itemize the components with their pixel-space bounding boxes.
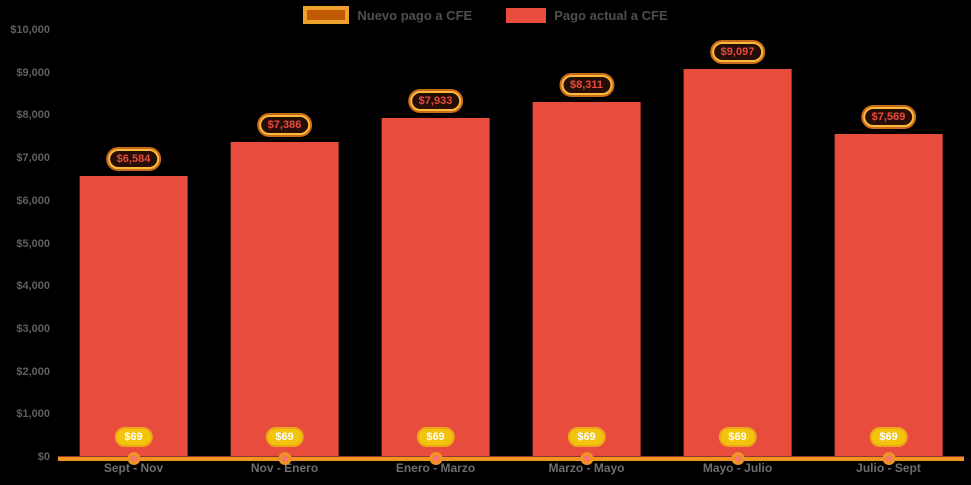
y-axis-tick-label: $1,000 xyxy=(16,408,50,421)
bar-pago-actual[interactable] xyxy=(230,141,339,457)
bar-pago-actual[interactable] xyxy=(834,133,943,457)
legend-swatch-bar xyxy=(506,7,547,23)
y-axis-tick-label: $2,000 xyxy=(16,365,50,378)
line-marker[interactable] xyxy=(882,452,895,465)
x-axis-tick-label: Enero - Marzo xyxy=(395,461,476,475)
x-axis-tick-label: Sept - Nov xyxy=(103,461,164,475)
legend-swatch-line xyxy=(303,6,350,24)
y-axis-tick-label: $8,000 xyxy=(16,109,50,122)
legend: Nuevo pago a CFE Pago actual a CFE xyxy=(0,6,971,24)
bar-pago-actual[interactable] xyxy=(532,102,641,457)
legend-item-nuevo-pago[interactable]: Nuevo pago a CFE xyxy=(303,6,472,24)
line-marker[interactable] xyxy=(731,452,744,465)
y-axis-tick-label: $5,000 xyxy=(16,237,50,250)
y-axis-tick-label: $6,000 xyxy=(16,194,50,207)
plot-area: $6,584 $69 $7,386 $69 $7,933 $69 $8,311 $69 $9,0… xyxy=(58,30,964,465)
line-marker[interactable] xyxy=(429,452,442,465)
bar-value-badge: $8,311 xyxy=(560,75,613,96)
line-marker[interactable] xyxy=(278,452,291,465)
line-marker[interactable] xyxy=(580,452,593,465)
bar-pago-actual[interactable] xyxy=(381,118,490,457)
chart-column: $7,386 $69 xyxy=(209,30,360,465)
y-axis-tick-label: $4,000 xyxy=(16,280,50,293)
line-marker[interactable] xyxy=(127,452,140,465)
bar-value-badge: $9,097 xyxy=(711,41,764,62)
x-axis-tick-label: Marzo - Mayo xyxy=(548,461,625,475)
x-axis-tick-label: Julio - Sept xyxy=(856,461,921,475)
line-value-badge: $69 xyxy=(416,427,455,447)
y-axis-tick-label: $7,000 xyxy=(16,152,50,165)
line-value-badge: $69 xyxy=(567,427,606,447)
y-axis-tick-label: $0 xyxy=(37,451,50,463)
y-axis: $0 $1,000 $2,000 $3,000 $4,000 $5,000 $6,000 $7… xyxy=(0,0,50,485)
bar-pago-actual[interactable] xyxy=(683,68,792,457)
legend-label-nuevo-pago: Nuevo pago a CFE xyxy=(357,7,473,23)
chart-column: $8,311 $69 xyxy=(511,30,662,465)
bar-value-badge: $6,584 xyxy=(107,148,160,169)
y-axis-tick-label: $9,000 xyxy=(16,66,50,79)
x-axis-tick-label: Nov - Enero xyxy=(250,461,319,475)
y-axis-tick-label: $10,000 xyxy=(10,24,50,36)
bar-pago-actual[interactable] xyxy=(79,175,188,457)
chart-column: $7,569 $69 xyxy=(813,30,964,465)
line-value-badge: $69 xyxy=(114,427,153,447)
x-axis: Sept - Nov Nov - Enero Enero - Marzo Marzo … xyxy=(58,461,964,481)
bar-value-badge: $7,569 xyxy=(862,106,915,127)
chart-column: $7,933 $69 xyxy=(360,30,511,465)
line-value-badge: $69 xyxy=(718,427,757,447)
legend-label-pago-actual: Pago actual a CFE xyxy=(554,7,668,23)
line-value-badge: $69 xyxy=(265,427,304,447)
legend-item-pago-actual[interactable]: Pago actual a CFE xyxy=(506,7,668,23)
bar-value-badge: $7,386 xyxy=(258,114,311,135)
line-value-badge: $69 xyxy=(869,427,908,447)
bar-value-badge: $7,933 xyxy=(409,91,462,112)
line-series-nuevo-pago[interactable] xyxy=(58,456,964,461)
chart-column: $9,097 $69 xyxy=(662,30,813,465)
x-axis-tick-label: Mayo - Julio xyxy=(702,461,773,475)
chart-column: $6,584 $69 xyxy=(58,30,209,465)
y-axis-tick-label: $3,000 xyxy=(16,322,50,335)
